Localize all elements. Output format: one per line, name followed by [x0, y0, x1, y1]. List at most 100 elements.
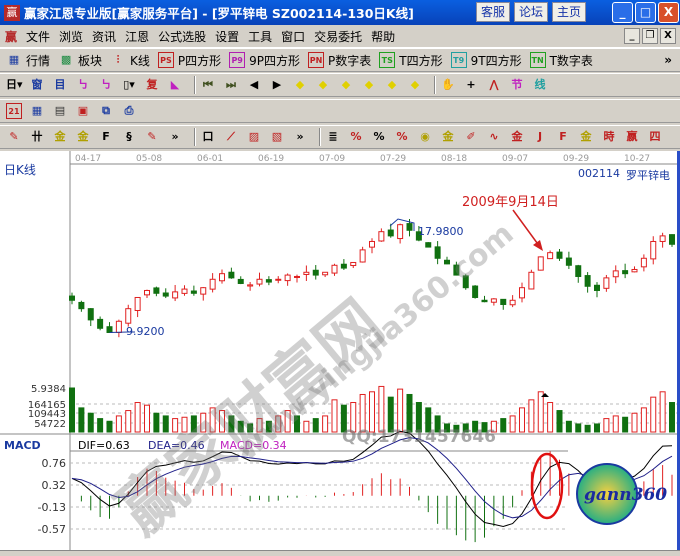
toolbar-button-grid-lines[interactable]: 卄 [29, 129, 49, 145]
menu-item-4[interactable]: 公式选股 [158, 29, 207, 44]
toolbar-button-calculator[interactable]: ▦ [29, 103, 49, 119]
toolbar-button-square2[interactable]: ▧ [269, 129, 289, 145]
toolbar-button-p9[interactable]: P9 9P四方形 [229, 52, 300, 69]
pct-line-icon: % [350, 130, 362, 143]
toolbar-button-diamond-left[interactable]: ◆ [292, 77, 312, 93]
toolbar-button-save[interactable]: ▣ [75, 103, 95, 119]
toolbar-button-network[interactable]: ⧉ [98, 103, 118, 119]
toolbar-button-right[interactable]: ▶ [269, 77, 289, 93]
doc-restore-button[interactable]: ❐ [642, 28, 658, 44]
doc-close-button[interactable]: X [660, 28, 676, 44]
toolbar-button-calendar[interactable]: 21 [6, 103, 26, 119]
toolbar-button-diamond-h[interactable]: ◆ [338, 77, 358, 93]
toolbar-button-xian[interactable]: 线 [532, 77, 552, 93]
toolbar-button-crosshair[interactable]: + [463, 77, 483, 93]
menu-item-9[interactable]: 帮助 [371, 29, 396, 44]
toolbar-button-last[interactable]: ⏭ [223, 77, 243, 93]
toolbar-button-fan[interactable]: ⟋ [223, 129, 243, 145]
candle-body [350, 261, 357, 267]
toolbar-button-gold-grid[interactable]: 金 [52, 129, 72, 145]
menu-item-2[interactable]: 资讯 [92, 29, 117, 44]
toolbar-button-period[interactable]: 日▾ [6, 77, 26, 93]
homepage-button[interactable]: 主页 [552, 2, 586, 22]
toolbar-button-hand[interactable]: ✋ [440, 77, 460, 93]
toolbar-button-candles[interactable]: ⫶ K线 [110, 52, 150, 69]
toolbar-button-j-fan[interactable]: J [532, 129, 552, 145]
toolbar-button-gold-fan[interactable]: 金 [578, 129, 598, 145]
toolbar-button-time-fan[interactable]: 時 [601, 129, 621, 145]
toolbar-button-pencil[interactable]: ✐ [463, 129, 483, 145]
menu-item-3[interactable]: 江恩 [125, 29, 150, 44]
toolbar-button-ts[interactable]: TS T四方形 [379, 52, 443, 69]
menu-item-5[interactable]: 设置 [215, 29, 240, 44]
chart-area[interactable]: 04-17 05-08 06-01 06-19 07-09 07-29 08-18 09-07… [0, 151, 680, 550]
toolbar-button-notes[interactable]: ▤ [52, 103, 72, 119]
toolbar-button-f-fan[interactable]: F [555, 129, 575, 145]
toolbar-button-ruler[interactable]: ≣ [325, 129, 345, 145]
toolbar-button-box[interactable]: 口 [200, 129, 220, 145]
first-icon: ⏮ [203, 78, 213, 91]
toolbar-button-gann-fan[interactable]: 嬴 [624, 129, 644, 145]
toolbar-button-gold[interactable]: 金 [509, 129, 529, 145]
toolbar-overflow-button[interactable]: » [664, 53, 672, 67]
toolbar-button-pen[interactable]: ✎ [6, 129, 26, 145]
toolbar-button-candle[interactable]: ▯▾ [121, 77, 141, 93]
toolbar-button-gold-lines[interactable]: 金 [440, 129, 460, 145]
candle-body [284, 274, 291, 282]
toolbar-button-spiral[interactable]: § [121, 129, 141, 145]
diamond-v-icon: ◆ [410, 78, 420, 91]
maximize-button[interactable]: □ [635, 2, 656, 23]
candle-body [294, 275, 300, 278]
candle-body [303, 271, 310, 275]
toolbar-button-ps[interactable]: PS P四方形 [157, 52, 221, 69]
toolbar-button-window[interactable]: 窗 [29, 77, 49, 93]
toolbar-button-tn[interactable]: TN T数字表 [529, 52, 593, 69]
menu-item-8[interactable]: 交易委托 [314, 29, 363, 44]
toolbar-button-grid[interactable]: ▦ 行情 [6, 52, 50, 69]
toolbar-button-restore[interactable]: 复 [144, 77, 164, 93]
toolbar-button-pct[interactable]: % [371, 129, 391, 145]
menu-item-6[interactable]: 工具 [248, 29, 273, 44]
toolbar-button-pct-lines[interactable]: % [394, 129, 414, 145]
kline-chart[interactable]: 04-17 05-08 06-01 06-19 07-09 07-29 08-18 09-07… [0, 151, 677, 550]
toolbar-button-diamond-in[interactable]: ◆ [384, 77, 404, 93]
forum-button[interactable]: 论坛 [514, 2, 548, 22]
toolbar-button-left[interactable]: ◀ [246, 77, 266, 93]
toolbar-button-flag[interactable]: ◣ [167, 77, 187, 93]
toolbar-button-jie[interactable]: 节 [509, 77, 529, 93]
toolbar-button-wave[interactable]: ∿ [486, 129, 506, 145]
gold-grid-icon: 金 [54, 130, 66, 143]
toolbar-button-zigzag[interactable]: ⋀ [486, 77, 506, 93]
toolbar-button-square[interactable]: ▨ [246, 129, 266, 145]
menu-item-1[interactable]: 浏览 [59, 29, 84, 44]
app-logo-icon: 赢 [4, 4, 20, 21]
toolbar-button-more[interactable]: » [167, 129, 187, 145]
toolbar-button-gold-grid2[interactable]: 金 [75, 129, 95, 145]
toolbar-button-wave9[interactable]: ㇉ [98, 77, 118, 93]
toolbar-button-pn[interactable]: PN P数字表 [308, 52, 371, 69]
toolbar-button-diamond-right[interactable]: ◆ [315, 77, 335, 93]
toolbar-button-pen2[interactable]: ✎ [144, 129, 164, 145]
toolbar-button-t9[interactable]: T9 9T四方形 [450, 52, 522, 69]
service-button[interactable]: 客服 [476, 2, 510, 22]
toolbar-button-list[interactable]: 目 [52, 77, 72, 93]
pen2-icon: ✎ [147, 130, 157, 143]
minimize-button[interactable]: _ [612, 2, 633, 23]
toolbar-button-diamond-v[interactable]: ◆ [407, 77, 427, 93]
volume-axis-label: 5.9384 [31, 384, 66, 395]
toolbar-button-first[interactable]: ⏮ [200, 77, 220, 93]
toolbar-button-pct-line[interactable]: % [348, 129, 368, 145]
toolbar-button-more2[interactable]: » [292, 129, 312, 145]
toolbar-button-gold-circle[interactable]: ◉ [417, 129, 437, 145]
toolbar-button-print[interactable]: ⎙ [121, 103, 141, 119]
toolbar-button-wave3[interactable]: ㇉ [75, 77, 95, 93]
menu-item-0[interactable]: 文件 [26, 29, 51, 44]
doc-minimize-button[interactable]: _ [624, 28, 640, 44]
toolbar-button-four-fan[interactable]: 四 [647, 129, 667, 145]
toolbar-drawing: ✎ 卄金金 F § ✎» 口 ⟋ ▨ ▧» ≣%%% ◉ 金 ✐ ∿ 金 J F 金時嬴四 [0, 125, 680, 149]
close-button[interactable]: X [658, 2, 679, 23]
toolbar-button-diamond-x[interactable]: ◆ [361, 77, 381, 93]
menu-item-7[interactable]: 窗口 [281, 29, 306, 44]
toolbar-button-blocks[interactable]: ▩ 板块 [58, 52, 102, 69]
toolbar-button-fib[interactable]: F [98, 129, 118, 145]
